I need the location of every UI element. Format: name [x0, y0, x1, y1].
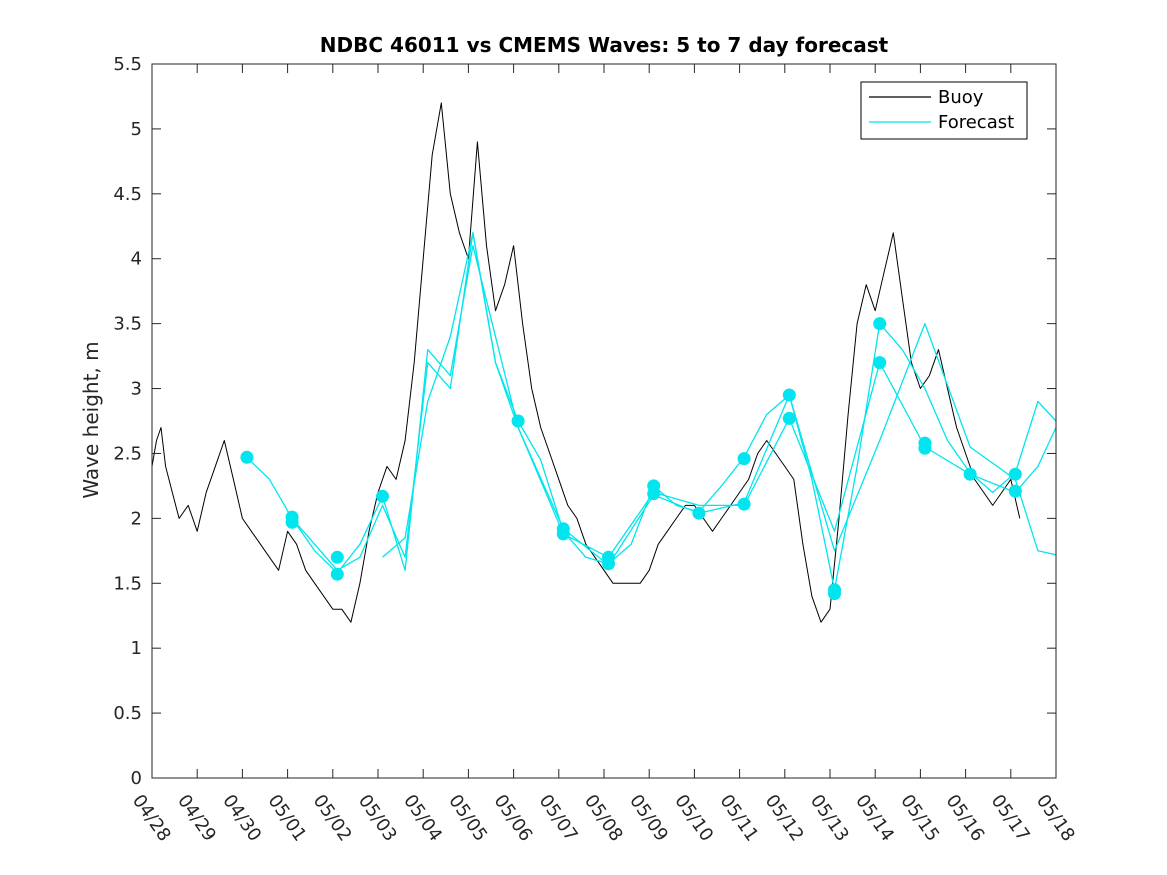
- x-tick-label: 05/02: [309, 791, 356, 846]
- legend: Buoy Forecast: [860, 81, 1028, 140]
- y-axis-label: Wave height, m: [79, 341, 103, 498]
- legend-box: [860, 81, 1028, 140]
- forecast-series-line-2: [291, 245, 1057, 574]
- buoy-series-line: [151, 102, 1021, 623]
- y-tick-label: 0: [131, 768, 142, 789]
- forecast-start-marker: [330, 567, 344, 581]
- forecast-start-marker: [737, 452, 751, 466]
- forecast-start-marker: [828, 587, 841, 601]
- x-tick-label: 05/07: [535, 791, 582, 846]
- y-tick-label: 3.5: [113, 314, 142, 335]
- y-tick-label: 5: [131, 119, 142, 140]
- x-tick-label: 05/08: [580, 791, 627, 846]
- x-tick-label: 04/28: [128, 791, 175, 846]
- forecast-start-marker: [285, 515, 299, 529]
- forecast-start-marker: [240, 450, 254, 464]
- x-tick-label: 05/03: [354, 791, 401, 846]
- forecast-start-marker: [737, 497, 751, 511]
- y-tick-label: 4.5: [113, 184, 142, 205]
- forecast-start-marker: [556, 527, 570, 541]
- y-tick-label: 1.5: [113, 573, 142, 594]
- forecast-start-marker: [692, 506, 706, 520]
- forecast-start-marker: [602, 557, 615, 571]
- x-tick-label: 05/05: [444, 791, 491, 846]
- forecast-start-marker: [873, 317, 887, 331]
- x-tick-label: 05/18: [1032, 791, 1079, 846]
- y-tick-label: 1: [131, 638, 142, 659]
- x-tick-label: 05/12: [761, 791, 808, 846]
- y-tick-label: 3: [131, 379, 142, 400]
- x-tick-label: 05/01: [264, 791, 311, 846]
- x-tick-label: 05/11: [716, 791, 763, 846]
- chart-title: NDBC 46011 vs CMEMS Waves: 5 to 7 day fo…: [320, 33, 889, 57]
- x-tick-label: 05/10: [670, 791, 717, 846]
- y-tick-label: 2.5: [113, 443, 142, 464]
- forecast-start-marker: [511, 414, 525, 428]
- x-tick-label: 05/06: [490, 791, 537, 846]
- forecast-start-marker: [782, 411, 796, 425]
- forecast-start-marker: [647, 487, 661, 501]
- forecast-series-line-3: [382, 232, 1057, 566]
- forecast-start-marker: [918, 441, 932, 455]
- forecast-start-marker: [782, 388, 796, 402]
- y-tick-label: 2: [131, 508, 142, 529]
- y-tick-label: 4: [131, 249, 142, 270]
- legend-label-forecast: Forecast: [938, 112, 1014, 133]
- x-tick-label: 05/13: [806, 791, 853, 846]
- x-tick-label: 04/29: [173, 791, 220, 846]
- x-tick-label: 05/09: [625, 791, 672, 846]
- forecast-start-marker: [1008, 484, 1022, 498]
- forecast-start-marker: [376, 489, 389, 503]
- x-tick-label: 05/17: [987, 791, 1034, 846]
- forecast-start-marker: [873, 356, 887, 370]
- forecast-start-marker: [330, 550, 344, 564]
- x-tick-label: 05/15: [896, 791, 943, 846]
- y-tick-label: 0.5: [113, 703, 142, 724]
- legend-label-buoy: Buoy: [938, 87, 984, 108]
- y-tick-label: 5.5: [113, 54, 142, 75]
- forecast-start-marker: [1008, 467, 1022, 481]
- axes-frame: [151, 63, 1057, 779]
- x-tick-label: 05/16: [942, 791, 989, 846]
- plot-area: 00.511.522.533.544.555.504/2804/2904/300…: [113, 54, 1079, 845]
- x-tick-label: 05/04: [399, 791, 446, 846]
- x-tick-label: 04/30: [218, 791, 265, 846]
- forecast-start-marker: [963, 467, 977, 481]
- x-tick-label: 05/14: [851, 791, 898, 846]
